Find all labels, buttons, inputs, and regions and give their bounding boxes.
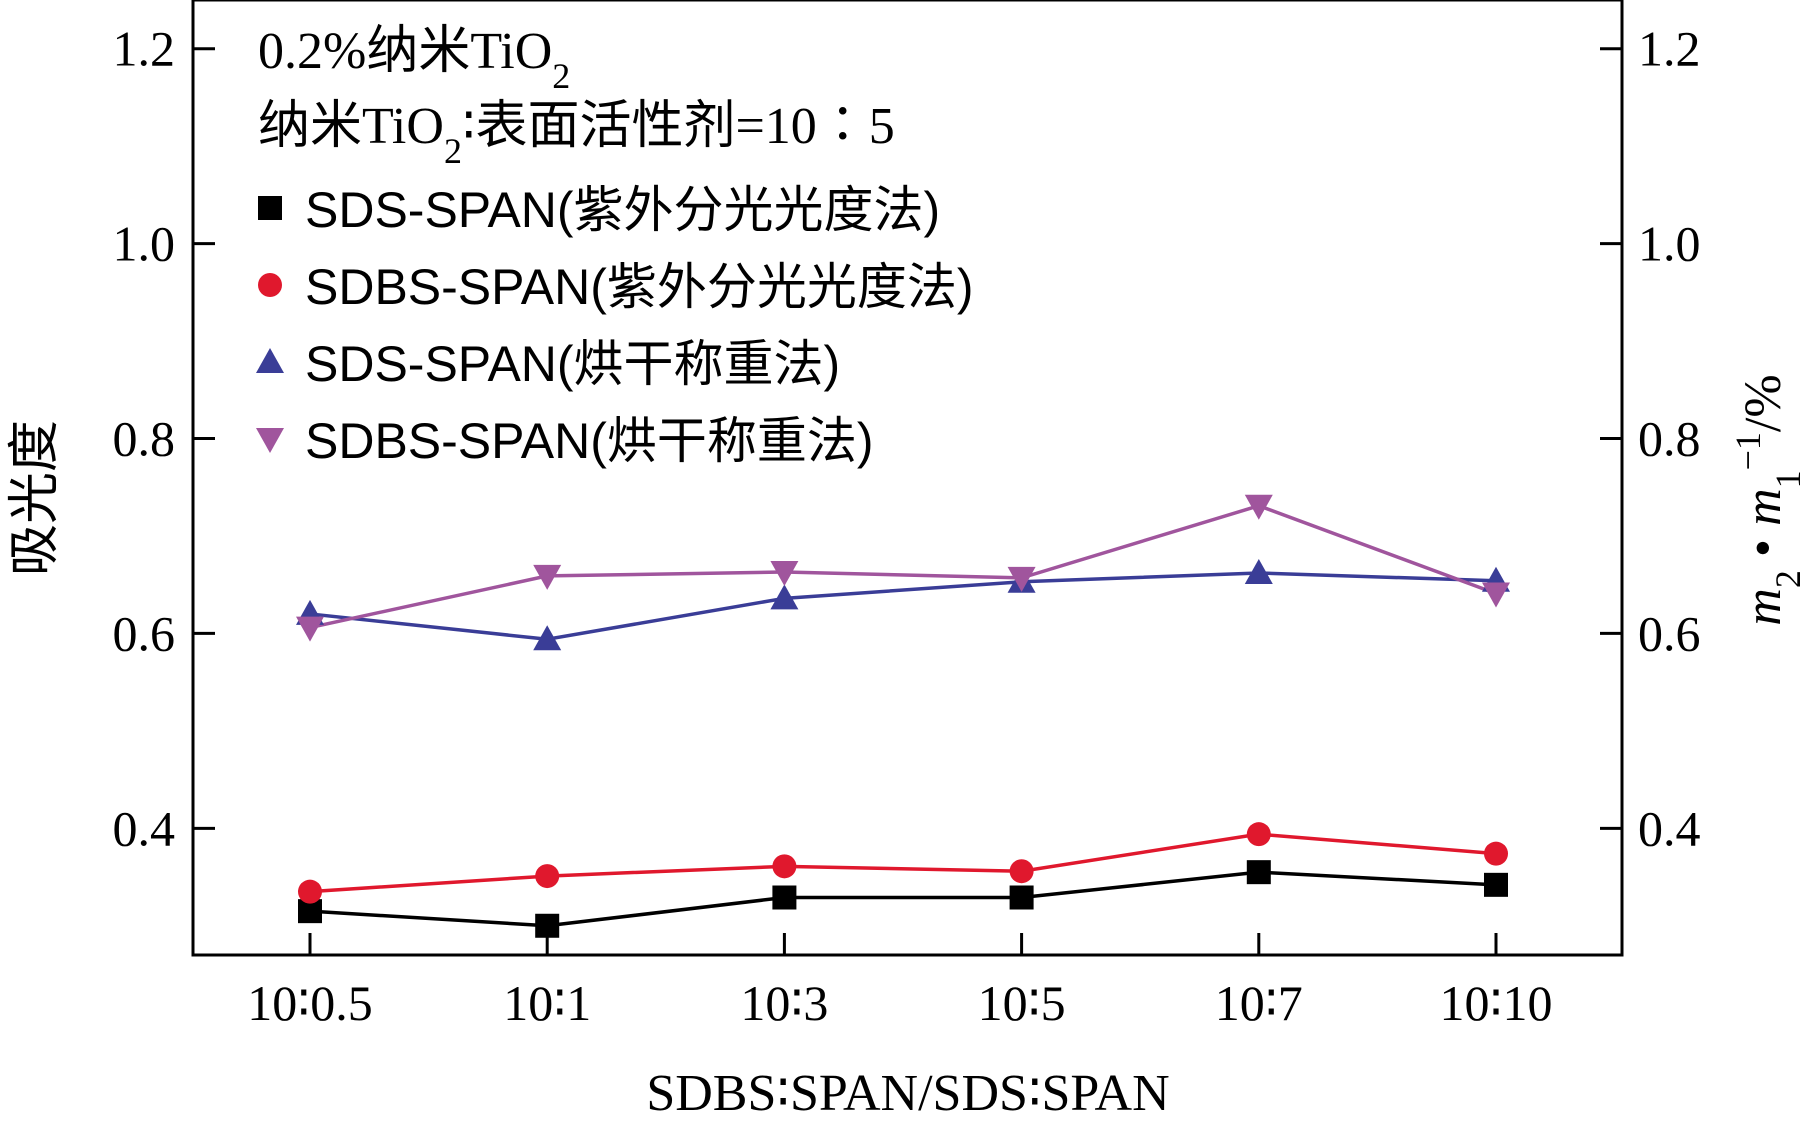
y-tick-label-right: 0.6	[1638, 605, 1701, 661]
y-tick-label-left: 0.8	[113, 411, 176, 467]
data-point-1-2	[535, 913, 560, 938]
series-line-3	[309, 571, 1497, 642]
y-tick-label-right: 1.2	[1638, 21, 1701, 77]
y-axis-title-left: 吸光度	[7, 420, 64, 576]
data-point-1-6	[1484, 872, 1508, 897]
data-point-1-5	[1246, 860, 1271, 885]
data-point-4-1	[296, 616, 324, 642]
x-tick-label: 10∶0.5	[247, 975, 373, 1031]
series-line-2	[309, 832, 1497, 894]
legend-label-1: SDS-SPAN(紫外分光光度法)	[305, 182, 940, 238]
y-tick-label-left: 1.2	[113, 21, 176, 77]
y-tick-label-right: 0.8	[1638, 411, 1701, 467]
legend-marker-3	[256, 348, 284, 373]
x-tick-label: 10∶5	[978, 975, 1066, 1031]
annotation-concentration: 0.2%纳米TiO2	[258, 23, 570, 96]
data-point-2-1	[298, 879, 322, 904]
x-tick-label: 10∶10	[1439, 975, 1552, 1031]
legend: SDS-SPAN(紫外分光光度法) SDBS-SPAN(紫外分光光度法) SDS-S…	[256, 182, 974, 469]
legend-marker-2	[258, 273, 282, 297]
annotation-ratio: 纳米TiO2∶表面活性剂=10∶5	[258, 98, 895, 171]
data-point-3-2	[533, 625, 562, 651]
legend-marker-1	[258, 196, 282, 220]
y-tick-label-right: 1.0	[1638, 216, 1701, 272]
y-axis-left: 0.4 0.6 0.8 1.0 1.2	[113, 21, 215, 856]
series-lines	[309, 503, 1497, 928]
data-point-4-3	[770, 561, 799, 587]
y-axis-title-right: m2 • m1−1/%	[1728, 374, 1804, 625]
legend-marker-4	[256, 428, 284, 453]
y-tick-label-left: 0.6	[113, 605, 176, 661]
data-point-1-3	[772, 885, 797, 910]
legend-label-4: SDBS-SPAN(烘干称重法)	[305, 413, 874, 469]
y-tick-label-left: 0.4	[113, 800, 176, 856]
x-axis-title: SDBS∶SPAN/SDS∶SPAN	[646, 1065, 1169, 1122]
x-axis: 10∶0.5 10∶1 10∶3 10∶5 10∶7 10∶10	[247, 933, 1553, 1031]
data-point-4-5	[1244, 494, 1273, 520]
y-tick-label-right: 0.4	[1638, 800, 1701, 856]
x-tick-label: 10∶1	[503, 975, 591, 1031]
data-point-2-2	[535, 864, 560, 889]
data-point-1-4	[1009, 885, 1034, 910]
data-point-3-5	[1244, 559, 1273, 584]
legend-label-2: SDBS-SPAN(紫外分光光度法)	[305, 259, 974, 315]
legend-label-3: SDS-SPAN(烘干称重法)	[305, 336, 840, 392]
x-tick-label: 10∶3	[740, 975, 828, 1031]
y-tick-label-left: 1.0	[113, 216, 176, 272]
data-point-3-3	[770, 584, 799, 610]
data-point-2-6	[1484, 841, 1508, 866]
data-point-4-6	[1482, 582, 1510, 608]
data-point-4-4	[1007, 566, 1036, 592]
plot-frame	[191, 0, 1624, 957]
series-line-4	[309, 503, 1497, 630]
x-tick-label: 10∶7	[1215, 975, 1303, 1031]
data-point-2-5	[1246, 822, 1271, 847]
data-point-4-2	[533, 564, 562, 590]
data-point-2-4	[1009, 859, 1034, 884]
series-markers	[296, 494, 1510, 938]
data-point-2-3	[772, 854, 797, 879]
y-axis-right: 0.4 0.6 0.8 1.0 1.2	[1600, 21, 1701, 856]
series-line-1	[309, 870, 1497, 928]
